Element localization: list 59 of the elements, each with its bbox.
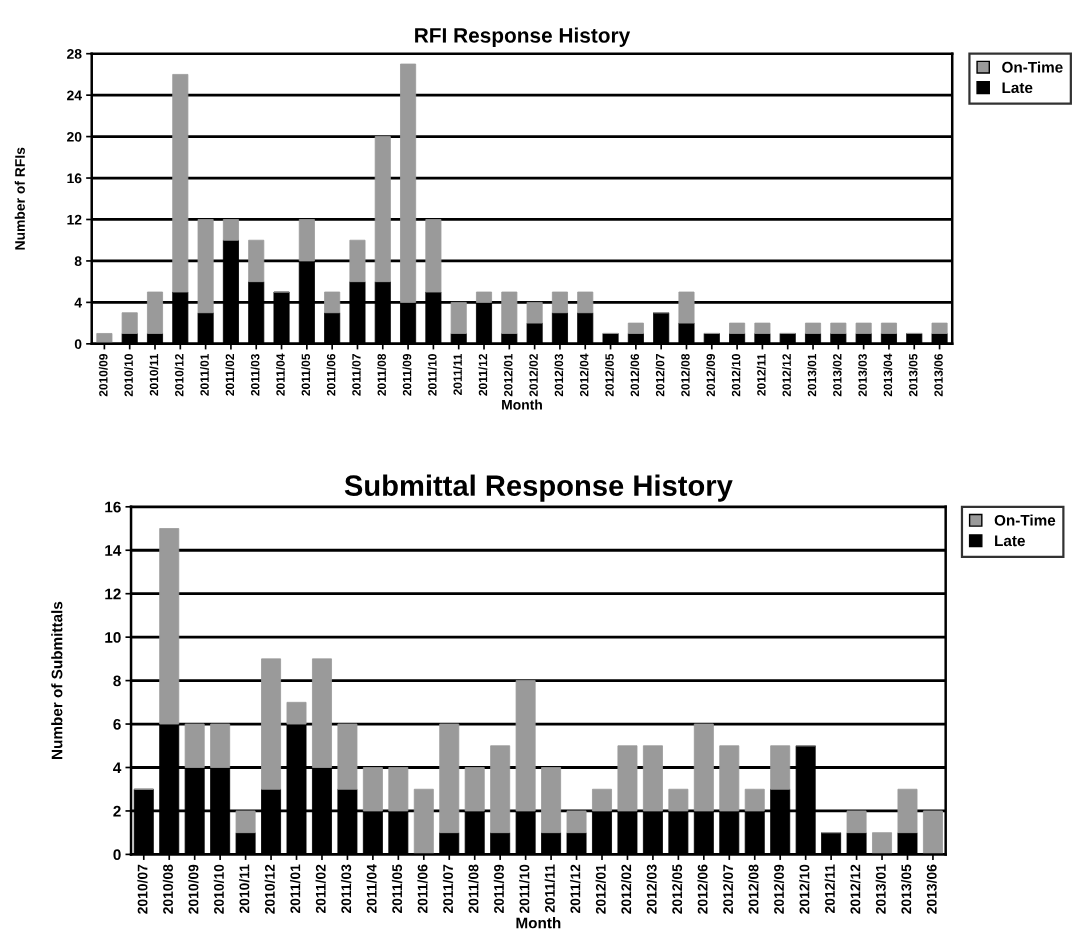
bar bbox=[526, 301, 543, 324]
bar bbox=[754, 322, 771, 334]
bar bbox=[846, 810, 867, 834]
bar bbox=[744, 788, 765, 812]
bar bbox=[439, 723, 460, 834]
bar bbox=[476, 291, 493, 303]
bar bbox=[770, 745, 791, 790]
bar bbox=[897, 788, 918, 834]
bar bbox=[551, 291, 568, 314]
bar bbox=[541, 767, 562, 834]
bar bbox=[261, 658, 282, 790]
bar bbox=[617, 745, 638, 812]
bar bbox=[184, 723, 205, 768]
bar bbox=[922, 810, 943, 855]
bar bbox=[146, 291, 164, 334]
bar bbox=[324, 291, 341, 314]
bar bbox=[222, 219, 239, 241]
bar bbox=[312, 658, 332, 768]
bar bbox=[577, 291, 594, 314]
bar bbox=[693, 723, 714, 812]
bar bbox=[248, 239, 265, 283]
bar bbox=[678, 291, 695, 324]
bar bbox=[425, 219, 442, 293]
bar bbox=[349, 239, 366, 283]
bar bbox=[210, 723, 231, 768]
bar bbox=[450, 301, 467, 334]
bar bbox=[400, 63, 417, 303]
bar bbox=[121, 312, 138, 334]
bar bbox=[566, 810, 587, 834]
bar bbox=[719, 745, 740, 812]
bar bbox=[729, 322, 746, 334]
bar bbox=[362, 767, 383, 812]
bar bbox=[286, 701, 307, 725]
bar bbox=[172, 74, 189, 293]
bar bbox=[880, 322, 897, 334]
bar bbox=[464, 767, 485, 812]
bar bbox=[235, 810, 256, 834]
bar bbox=[872, 832, 892, 855]
chart-title: Submittal Response History bbox=[344, 474, 733, 502]
bar bbox=[501, 291, 518, 334]
chart-title: RFI Response History bbox=[415, 27, 631, 47]
bar bbox=[805, 322, 822, 334]
bar bbox=[159, 528, 180, 725]
bar bbox=[197, 219, 214, 314]
bar bbox=[855, 322, 872, 334]
bar bbox=[388, 767, 409, 812]
bar bbox=[374, 136, 391, 283]
bar bbox=[592, 788, 612, 812]
bar bbox=[298, 219, 315, 262]
bar bbox=[931, 322, 948, 334]
bar bbox=[830, 322, 847, 334]
bar bbox=[96, 333, 113, 344]
bar bbox=[668, 788, 689, 812]
bar bbox=[627, 322, 644, 334]
bar bbox=[413, 788, 434, 855]
bar bbox=[337, 723, 358, 790]
bar bbox=[515, 680, 536, 812]
bar bbox=[642, 745, 663, 812]
bar bbox=[490, 745, 511, 834]
